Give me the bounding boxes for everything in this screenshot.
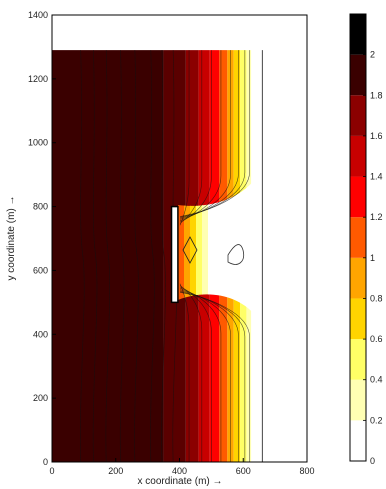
colorbar <box>350 14 366 461</box>
colorbar-band <box>350 339 366 380</box>
contour-line <box>105 50 111 463</box>
colorbar-band <box>350 257 366 299</box>
contour-line <box>119 50 125 463</box>
colorbar-band <box>350 14 366 55</box>
small-contour-loop <box>227 244 245 265</box>
plot-area <box>51 14 308 463</box>
y-tick-label: 400 <box>33 329 48 339</box>
sheltered-band <box>190 150 197 345</box>
contour-line <box>179 50 239 462</box>
sheltered-band <box>184 150 191 345</box>
sheltered-band <box>196 150 203 345</box>
contour-line <box>179 50 190 462</box>
colorbar-frame <box>349 13 367 462</box>
colorbar-tick-label: 1.6 <box>370 131 383 141</box>
contour-line <box>179 50 250 462</box>
colorbar-band <box>350 379 366 421</box>
x-tick-label: 400 <box>172 466 187 476</box>
y-tick-label: 1200 <box>28 74 48 84</box>
contour-line <box>179 50 203 462</box>
x-tick-label: 600 <box>236 466 251 476</box>
colorbar-band <box>350 135 366 177</box>
colorbar-tick-label: 0.4 <box>370 375 383 385</box>
sheltered-band <box>202 150 209 345</box>
contour-line <box>150 50 155 463</box>
colorbar-tick-label: 1 <box>370 253 375 263</box>
field-band <box>52 50 164 462</box>
y-tick-label: 1400 <box>28 10 48 20</box>
y-tick-label: 1000 <box>28 138 48 148</box>
colorbar-band <box>350 420 366 461</box>
colorbar-tick-label: 0.6 <box>370 334 383 344</box>
x-axis-label: x coordinate (m) → <box>137 476 222 487</box>
colorbar-tick-label: 1.4 <box>370 172 383 182</box>
colorbar-band <box>350 217 366 258</box>
colorbar-band <box>350 54 366 96</box>
x-tick-label: 200 <box>108 466 123 476</box>
y-axis-ticks: 0 200 400 600 800 1000 1200 1400 <box>28 10 56 467</box>
colorbar-ticks: 0 0.2 0.4 0.6 0.8 1 1.2 1.4 1.6 1.8 2 <box>363 50 383 466</box>
colorbar-band <box>350 176 366 218</box>
contour-line <box>92 50 98 463</box>
x-tick-label: 0 <box>49 466 54 476</box>
y-tick-label: 600 <box>33 265 48 275</box>
colorbar-tick-label: 2 <box>370 50 375 60</box>
colorbar-tick-label: 1.2 <box>370 212 383 222</box>
diffraction-diamond <box>182 236 198 264</box>
colorbar-tick-label: 0 <box>370 456 375 466</box>
contour-line <box>161 50 166 463</box>
y-tick-label: 200 <box>33 393 48 403</box>
contour-line <box>179 50 212 462</box>
contour-line <box>179 50 231 462</box>
colorbar-tick-label: 0.8 <box>370 293 383 303</box>
y-axis-label: y coordinate (m) → <box>6 195 17 280</box>
breakwater-structure <box>170 205 179 304</box>
y-tick-label: 800 <box>33 202 48 212</box>
colorbar-tick-label: 0.2 <box>370 415 383 425</box>
contour-line <box>134 50 139 463</box>
sheltered-band <box>178 150 185 345</box>
contour-line <box>179 50 222 462</box>
colorbar-band <box>350 95 366 136</box>
x-tick-label: 800 <box>299 466 314 476</box>
x-axis-ticks: 0 200 400 600 800 <box>49 458 315 476</box>
contour-line <box>179 50 246 462</box>
colorbar-band <box>350 298 366 340</box>
contour-lines <box>80 50 250 463</box>
contour-line <box>80 50 85 463</box>
colorbar-tick-label: 1.8 <box>370 90 383 100</box>
y-tick-label: 0 <box>43 457 48 467</box>
